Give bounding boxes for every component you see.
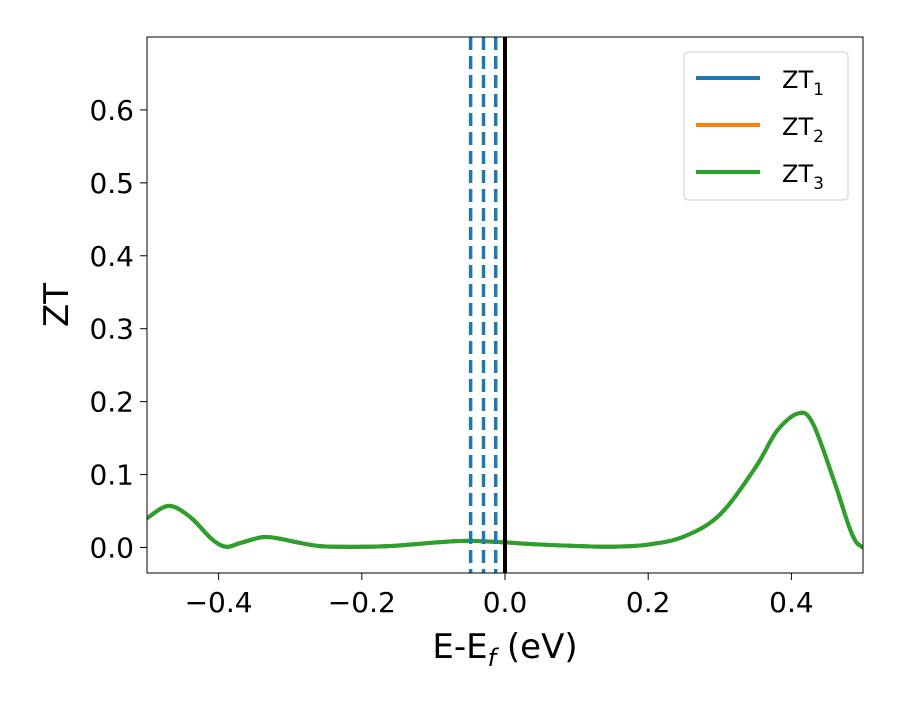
y-tick-label: 0.4 (89, 240, 134, 273)
x-tick-label: −0.4 (185, 586, 253, 619)
x-tick-label: −0.2 (328, 586, 396, 619)
y-tick-label: 0.2 (89, 386, 134, 419)
legend-label-1: ZT1 (782, 66, 824, 100)
y-tick-label: 0.0 (89, 531, 134, 564)
series-line-3 (147, 410, 863, 550)
x-axis-label: E-Ef (eV) (432, 627, 577, 672)
legend-items: ZT1 ZT2 ZT3 (696, 66, 824, 194)
x-tick-label: 0.0 (483, 586, 528, 619)
legend: ZT1 ZT2 ZT3 (683, 51, 849, 201)
y-axis: 0.0 0.1 0.2 0.3 0.4 0.5 0.6 (89, 94, 147, 564)
legend-box (683, 51, 849, 201)
x-axis-label-main: E-E (432, 627, 487, 667)
x-axis-label-unit: (eV) (496, 627, 578, 667)
reference-lines (468, 37, 507, 573)
x-axis: −0.4 −0.2 0.0 0.2 0.4 (185, 573, 814, 619)
x-tick-label: 0.2 (626, 586, 671, 619)
legend-label-3: ZT3 (782, 160, 824, 194)
y-axis-label: ZT (37, 283, 77, 327)
y-tick-label: 0.1 (89, 459, 134, 492)
y-tick-label: 0.5 (89, 167, 134, 200)
series-layer (147, 410, 863, 550)
x-tick-label: 0.4 (769, 586, 814, 619)
legend-label-2: ZT2 (782, 113, 824, 147)
y-tick-label: 0.3 (89, 313, 134, 346)
y-tick-label: 0.6 (89, 94, 134, 127)
